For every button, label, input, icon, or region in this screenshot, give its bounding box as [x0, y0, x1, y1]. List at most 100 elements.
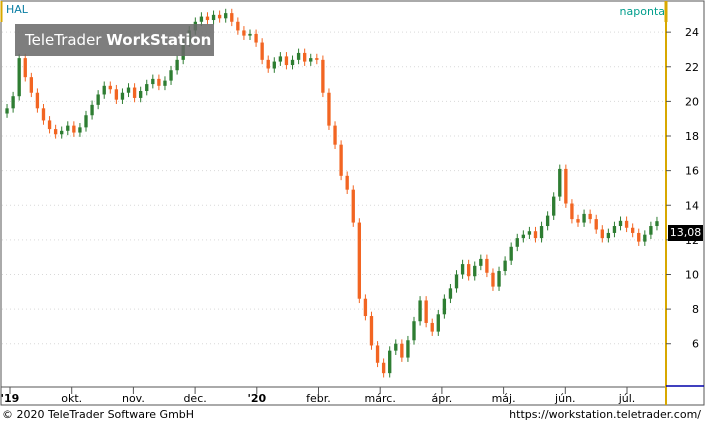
- candle-body: [302, 52, 307, 62]
- candle: [260, 38, 264, 65]
- candle: [473, 261, 477, 281]
- candle: [151, 74, 155, 89]
- candle-body: [17, 58, 21, 97]
- candle-body: [102, 85, 106, 95]
- candle: [436, 309, 440, 336]
- candle: [11, 91, 15, 113]
- candle: [138, 86, 143, 103]
- candle: [199, 12, 204, 27]
- candle: [375, 341, 380, 368]
- candle: [278, 52, 283, 66]
- candle-body: [242, 30, 246, 36]
- candle: [84, 110, 88, 132]
- last-price-tag: 13,08: [668, 225, 703, 241]
- candle-body: [296, 52, 301, 60]
- candle-body: [400, 343, 404, 358]
- candle: [418, 296, 422, 326]
- candle: [491, 268, 495, 291]
- candle: [649, 221, 653, 240]
- copyright-text: © 2020 TeleTrader Software GmbH: [2, 408, 195, 421]
- candle-body: [612, 226, 617, 233]
- candle-body: [539, 226, 544, 239]
- candle-body: [309, 58, 313, 62]
- candle-body: [29, 77, 34, 93]
- x-tick-label: okt.: [61, 392, 82, 405]
- candle-body: [600, 229, 604, 239]
- candle: [47, 116, 52, 134]
- candle-body: [381, 362, 386, 374]
- candle-body: [254, 33, 258, 43]
- axes: [0, 0, 705, 406]
- candle-body: [363, 298, 368, 317]
- candle: [242, 26, 246, 40]
- candle: [254, 29, 258, 47]
- y-tick-label: 18: [685, 130, 699, 143]
- candle: [630, 223, 635, 238]
- candle-body: [108, 85, 112, 90]
- candle-body: [169, 70, 173, 81]
- candle-body: [558, 168, 562, 197]
- y-tick-label: 10: [685, 268, 699, 281]
- x-tick-label: ápr.: [432, 392, 453, 405]
- candle: [60, 126, 64, 139]
- candle-body: [357, 222, 362, 299]
- candle: [503, 256, 507, 276]
- candle: [533, 226, 538, 243]
- candle: [388, 346, 392, 378]
- candle: [290, 55, 295, 70]
- candle-body: [72, 125, 76, 133]
- x-tick-label: jún.: [554, 392, 576, 405]
- candle-body: [345, 175, 349, 190]
- x-tick-labels: '19 okt. nov. dec. '20 febr. márc. ápr. máj. jún.…: [1, 387, 636, 405]
- candle-body: [509, 246, 513, 261]
- candle-body: [643, 234, 647, 242]
- candle-body: [260, 42, 264, 60]
- x-tick-label: máj.: [492, 392, 516, 405]
- candle-body: [412, 321, 416, 341]
- candle-body: [576, 219, 580, 223]
- candle-body: [157, 78, 161, 86]
- candle: [66, 121, 70, 136]
- candle: [521, 230, 526, 243]
- candle-body: [655, 221, 659, 227]
- candle-body: [442, 298, 447, 315]
- candle-body: [126, 87, 131, 93]
- candle: [302, 48, 307, 66]
- y-tick-label: 24: [685, 26, 699, 39]
- candle: [266, 55, 270, 73]
- candle: [582, 209, 586, 227]
- candle-body: [66, 125, 70, 131]
- candle-body: [5, 108, 9, 114]
- candle-body: [351, 189, 355, 223]
- candle-body: [90, 104, 94, 116]
- candle: [248, 29, 252, 40]
- candle-body: [315, 58, 319, 60]
- candle: [454, 270, 459, 293]
- candle: [624, 216, 629, 233]
- logo-text-2: WorkStation: [106, 31, 212, 49]
- candle: [460, 259, 465, 279]
- candle: [132, 83, 137, 103]
- y-tick-label: 6: [692, 338, 699, 351]
- x-tick-label: júl.: [618, 392, 636, 405]
- candle-body: [436, 314, 440, 332]
- source-url: https://workstation.teletrader.com/: [509, 408, 701, 421]
- candle-body: [485, 258, 489, 273]
- candle: [509, 242, 513, 265]
- candle-body: [497, 271, 501, 287]
- plot-frame: [0, 0, 705, 406]
- y-tick-label: 22: [685, 61, 699, 74]
- candle-body: [224, 13, 228, 19]
- candle: [114, 84, 119, 104]
- candle-body: [570, 203, 574, 220]
- candle: [351, 185, 355, 227]
- candle-body: [327, 92, 331, 126]
- candle: [333, 121, 337, 149]
- candle-body: [132, 87, 137, 98]
- candle-body: [217, 14, 222, 19]
- candle-body: [163, 80, 167, 86]
- candle-body: [594, 219, 598, 230]
- candle-body: [418, 300, 422, 322]
- candle-body: [60, 130, 64, 135]
- x-tick-label: '20: [247, 392, 266, 405]
